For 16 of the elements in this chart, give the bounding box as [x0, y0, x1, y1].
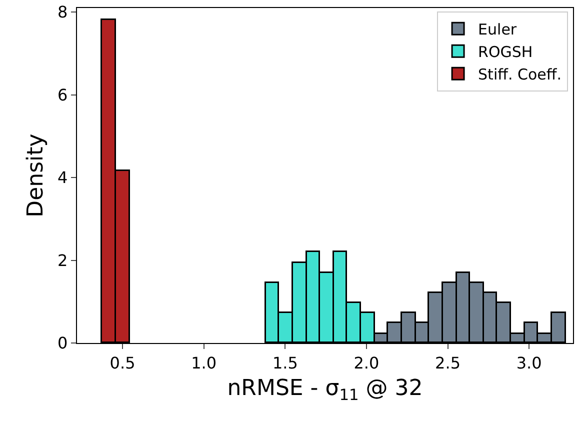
x-tick-label: 3.0 [516, 353, 542, 372]
legend-label: Euler [478, 20, 518, 38]
x-tick-label: 1.5 [272, 353, 298, 372]
y-axis-title: Density [23, 134, 48, 218]
x-tick-label: 1.0 [191, 353, 217, 372]
x-tick-label: 2.0 [354, 353, 380, 372]
y-tick-label: 4 [58, 168, 68, 188]
x-tick-label: 2.5 [435, 353, 461, 372]
y-tick-label: 2 [58, 250, 68, 270]
legend-label: ROGSH [478, 42, 533, 61]
legend-label: Stiff. Coeff. [478, 65, 562, 84]
y-tick-label: 6 [58, 85, 68, 104]
y-tick-label: 8 [58, 2, 68, 22]
x-tick-label: 0.5 [110, 353, 136, 372]
y-tick-label: 0 [58, 334, 68, 353]
x-axis-title: nRMSE - σ$_{11}$ @ 32 [227, 376, 423, 404]
